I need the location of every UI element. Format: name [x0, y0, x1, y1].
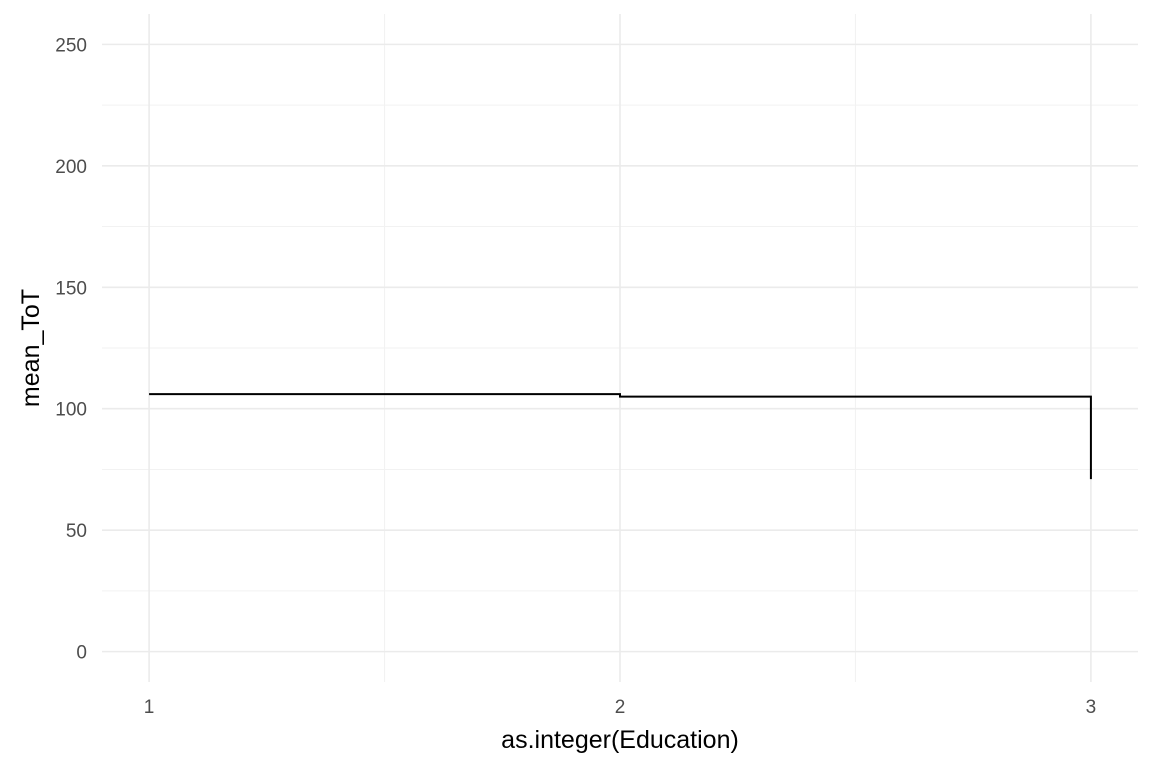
y-tick-label: 0 [76, 643, 87, 664]
x-tick-label: 3 [1086, 697, 1097, 718]
y-tick-label: 150 [55, 278, 87, 299]
major-grid [102, 14, 1138, 682]
series-step-line [149, 393, 1092, 480]
x-tick-label: 2 [615, 697, 626, 718]
series [149, 393, 1092, 480]
x-tick-label: 1 [144, 697, 155, 718]
x-axis-title: as.integer(Education) [501, 726, 739, 754]
y-tick-label: 200 [55, 157, 87, 178]
y-axis-tick-labels: 0 50 100 150 200 250 [55, 35, 87, 663]
x-axis-tick-labels: 1 2 3 [144, 697, 1096, 718]
y-axis-title: mean_ToT [17, 289, 45, 407]
y-tick-label: 50 [66, 521, 87, 542]
y-tick-label: 100 [55, 400, 87, 421]
y-tick-label: 250 [55, 35, 87, 56]
